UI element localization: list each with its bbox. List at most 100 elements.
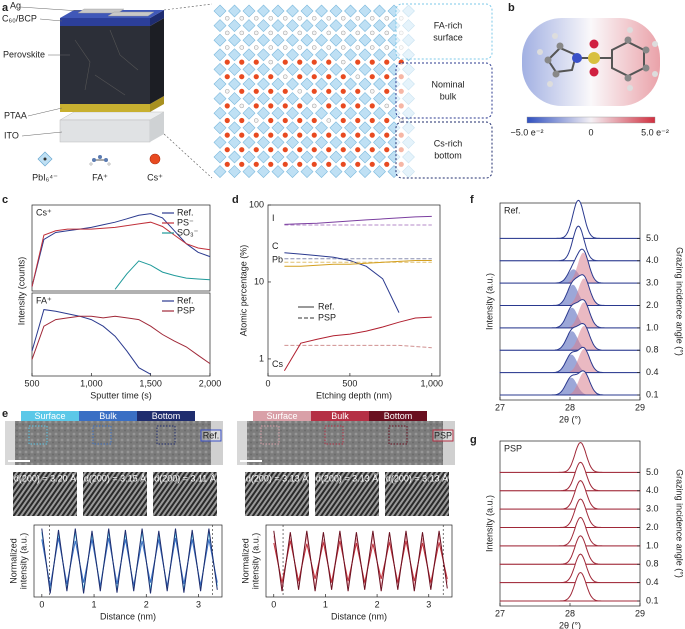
lattice-site — [358, 135, 372, 149]
lattice-site — [213, 165, 227, 179]
lattice-site — [283, 16, 288, 21]
y2-tick-label: 2.0 — [646, 300, 659, 310]
lattice-site — [282, 59, 288, 65]
lattice-site — [257, 165, 270, 179]
x-tick-label: 1 — [323, 599, 328, 609]
lattice-site — [311, 88, 317, 94]
lattice-site — [254, 45, 259, 50]
lattice-site — [329, 121, 343, 135]
lattice-site — [271, 48, 285, 62]
lattice-site — [213, 92, 227, 106]
region-label: surface — [433, 32, 463, 42]
lattice-site — [329, 165, 343, 179]
peak-component — [500, 284, 640, 306]
lattice-site — [257, 106, 270, 120]
lattice-site — [257, 62, 270, 76]
y-axis-label: Atomic percentage (%) — [238, 245, 248, 337]
zone-bar — [253, 411, 311, 421]
lattice-site — [329, 4, 343, 18]
lattice-site — [213, 33, 227, 47]
lattice-site — [315, 135, 328, 149]
lattice-site — [384, 103, 389, 109]
y2-tick-label: 5.0 — [646, 233, 659, 243]
x-axis-label: 2θ (°) — [559, 620, 581, 629]
lattice-site — [286, 33, 299, 47]
panel-tag: FA⁺ — [36, 295, 52, 305]
x-tick-label: 28 — [565, 402, 575, 412]
spacing-label: d(200) = 3.13 Å — [386, 473, 448, 483]
series-line — [114, 260, 211, 290]
spacing-label: d(200) = 3.15 Å — [84, 473, 146, 483]
panel-tag: Cs⁺ — [36, 207, 52, 217]
lattice-site — [213, 62, 227, 76]
lattice-site — [315, 121, 328, 135]
y-axis-label: intensity (a.u.) — [18, 533, 28, 590]
curve-backdrop — [500, 200, 640, 239]
lattice-site — [370, 89, 375, 94]
lattice-site — [224, 147, 230, 153]
lattice-site — [286, 62, 299, 76]
lattice-site — [358, 62, 372, 76]
lattice-site — [224, 117, 230, 124]
lattice-site — [344, 150, 357, 164]
region-label: FA-rich — [434, 20, 463, 30]
x-tick-label: 500 — [342, 378, 357, 388]
y2-tick-label: 2.0 — [646, 522, 659, 532]
region-label: bulk — [440, 91, 457, 101]
lattice-site — [242, 4, 256, 18]
zone-bar — [369, 411, 427, 421]
peak-component — [500, 354, 640, 373]
series-line — [31, 221, 211, 287]
lattice-site — [312, 30, 317, 36]
spacing-label: d(200) = 3.20 Å — [14, 473, 76, 483]
x-tick-label: 3 — [426, 599, 431, 609]
lattice-site — [344, 4, 357, 18]
y-tick-label: 1 — [259, 353, 264, 363]
lattice-site — [286, 92, 299, 106]
lattice-site — [239, 117, 245, 124]
lattice-site — [242, 135, 256, 149]
y-axis-label: intensity (a.u.) — [250, 533, 260, 590]
lattice-site — [257, 135, 270, 149]
lattice-site — [213, 135, 227, 149]
region-label: Nominal — [431, 79, 464, 89]
y2-tick-label: 0.4 — [646, 367, 659, 377]
peak-component — [500, 307, 640, 328]
colorbar-label: −5.0 e⁻² — [510, 127, 543, 137]
lattice-site — [369, 103, 375, 109]
lattice-site — [326, 59, 332, 65]
lattice-site — [329, 77, 343, 91]
lattice-site — [257, 150, 270, 164]
lattice-site — [315, 4, 328, 18]
lattice-site — [271, 19, 285, 33]
lattice-site — [228, 106, 241, 120]
lattice-site — [225, 89, 230, 94]
zoom-box — [28, 425, 48, 445]
lattice-site — [340, 147, 346, 153]
legend-label: Ref. — [177, 207, 194, 217]
lattice-site — [257, 92, 270, 106]
lattice-site — [384, 16, 389, 21]
lattice-site — [239, 30, 244, 36]
x-tick-label: 0 — [265, 378, 270, 388]
lattice-site — [286, 165, 299, 179]
lattice-site — [340, 74, 346, 80]
y2-tick-label: 0.8 — [646, 559, 659, 569]
lattice-site — [271, 150, 285, 164]
x-tick-label: 1 — [92, 599, 97, 609]
lattice-site — [373, 4, 386, 18]
lattice-site — [384, 74, 390, 80]
lattice-site — [329, 33, 343, 47]
lattice-site — [315, 48, 328, 62]
lattice-site — [329, 19, 343, 33]
lattice-site — [239, 59, 245, 65]
lattice-site — [253, 161, 259, 167]
lattice-site — [312, 16, 317, 21]
lattice-site — [242, 150, 256, 164]
lattice-site — [373, 19, 386, 33]
x-tick-label: 29 — [635, 402, 645, 412]
zone-label: Surface — [266, 411, 297, 421]
lattice-site — [286, 48, 299, 62]
lattice-site — [326, 30, 331, 36]
lattice-site — [268, 16, 273, 21]
